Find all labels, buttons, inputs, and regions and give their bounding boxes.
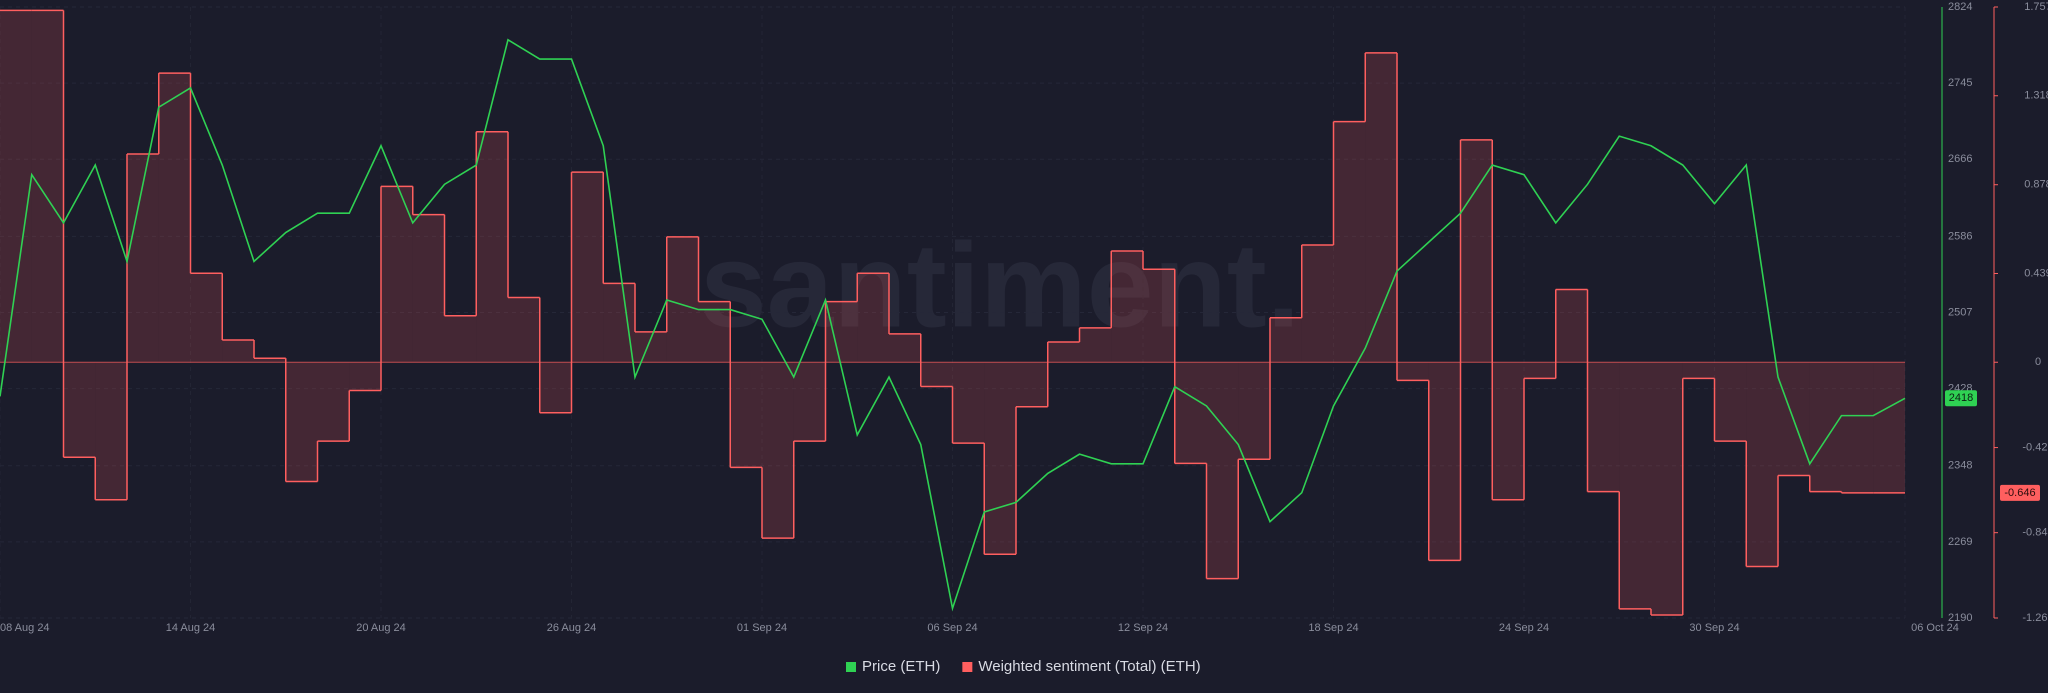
y2-tick-label: 0.878	[2024, 179, 2048, 191]
sentiment-area	[920, 362, 953, 387]
x-tick-label: 18 Sep 24	[1308, 622, 1358, 634]
sentiment-area	[1809, 362, 1842, 492]
sentiment-area	[1460, 139, 1493, 363]
x-tick-label: 30 Sep 24	[1689, 622, 1739, 634]
sentiment-area	[31, 10, 64, 363]
y2-tick-label: 1.318	[2024, 90, 2048, 102]
sentiment-area	[984, 362, 1016, 555]
sentiment-area	[127, 153, 159, 363]
sentiment-area	[603, 283, 635, 363]
sentiment-area	[730, 362, 762, 468]
x-tick-label: 08 Aug 24	[0, 622, 50, 634]
sentiment-area	[254, 358, 286, 363]
sentiment-area	[508, 297, 540, 363]
y-tick-label: 2745	[1948, 77, 1972, 89]
sentiment-area	[1174, 362, 1207, 464]
x-tick-label: 01 Sep 24	[737, 622, 787, 634]
sentiment-area	[476, 131, 508, 363]
sentiment-area	[0, 10, 32, 363]
sentiment-area	[571, 172, 604, 363]
sentiment-area	[1079, 327, 1112, 363]
price-badge-label: 2418	[1949, 392, 1973, 404]
sentiment-area	[1746, 362, 1778, 567]
x-tick-label: 06 Sep 24	[927, 622, 977, 634]
price-line	[0, 38, 1906, 612]
sentiment-area	[889, 333, 921, 363]
y2-tick-label: 0	[2035, 356, 2041, 368]
x-tick-label: 06 Oct 24	[1911, 622, 1959, 634]
sentiment-area	[317, 362, 350, 442]
sentiment-area	[539, 362, 572, 413]
sentiment-area	[1238, 362, 1270, 460]
sentiment-area	[412, 214, 445, 363]
sentiment-area	[444, 315, 477, 363]
sentiment-area	[1016, 362, 1048, 407]
y-tick-label: 2269	[1948, 536, 1972, 548]
sentiment-area	[698, 301, 731, 363]
sentiment-area	[1619, 362, 1651, 609]
sentiment-area	[1206, 362, 1239, 579]
sentiment-area	[158, 73, 191, 363]
sentiment-badge-label: -0.646	[2004, 487, 2035, 499]
legend-swatch	[962, 662, 973, 672]
sentiment-area	[666, 236, 699, 363]
sentiment-area	[952, 362, 985, 444]
sentiment-area	[381, 186, 413, 363]
y2-tick-label: -0.843	[2022, 527, 2048, 539]
sentiment-area	[1682, 362, 1715, 379]
y-tick-label: 2507	[1948, 306, 1972, 318]
sentiment-area	[95, 362, 127, 500]
sentiment-area	[1047, 342, 1080, 363]
sentiment-area	[762, 362, 794, 539]
sentiment-area	[1555, 289, 1588, 363]
sentiment-area	[1714, 362, 1747, 442]
sentiment-area	[222, 339, 254, 363]
watermark: santiment.	[700, 219, 1300, 353]
y2-tick-label: -1.265	[2022, 612, 2048, 624]
sentiment-area	[1333, 121, 1366, 363]
sentiment-area	[1873, 362, 1905, 493]
sentiment-area	[825, 301, 858, 363]
sentiment-area	[1143, 269, 1175, 363]
y-tick-label: 2824	[1948, 1, 1972, 13]
sentiment-area	[857, 273, 889, 363]
sentiment-area	[793, 362, 826, 442]
sentiment-badge	[2000, 484, 2040, 501]
x-tick-label: 14 Aug 24	[166, 622, 216, 634]
legend: Price (ETH) Weighted sentiment (Total) (E…	[846, 658, 1201, 675]
sentiment-area	[1651, 362, 1683, 615]
x-tick-label: 26 Aug 24	[547, 622, 597, 634]
legend-label: Weighted sentiment (Total) (ETH)	[978, 658, 1200, 675]
x-tick-label: 24 Sep 24	[1499, 622, 1549, 634]
sentiment-area	[1524, 362, 1556, 379]
sentiment-area	[349, 362, 381, 391]
sentiment-area	[63, 362, 96, 458]
y-tick-label: 2348	[1948, 460, 1972, 472]
sentiment-area	[1111, 251, 1143, 363]
y-tick-label: 2586	[1948, 230, 1972, 242]
sentiment-area	[1587, 362, 1620, 492]
y2-tick-label: 0.439	[2024, 267, 2048, 279]
y2-tick-label: 1.757	[2024, 1, 2048, 13]
sentiment-area	[1841, 362, 1874, 493]
sentiment-area	[1301, 244, 1334, 363]
sentiment-area	[285, 362, 318, 482]
x-tick-label: 12 Sep 24	[1118, 622, 1168, 634]
legend-swatch	[846, 662, 856, 672]
legend-label: Price (ETH)	[862, 658, 940, 675]
sentiment-area	[1492, 362, 1524, 500]
y2-tick-label: -0.422	[2022, 441, 2048, 453]
sentiment-area	[1270, 317, 1302, 363]
sentiment-area	[190, 273, 223, 363]
y-tick-label: 2190	[1948, 612, 1972, 624]
sentiment-area	[1428, 362, 1461, 561]
sentiment-area	[1397, 362, 1429, 381]
y-tick-label: 2666	[1948, 153, 1972, 165]
x-tick-label: 20 Aug 24	[356, 622, 406, 634]
price-badge	[1945, 390, 1977, 407]
sentiment-area	[1365, 52, 1397, 363]
